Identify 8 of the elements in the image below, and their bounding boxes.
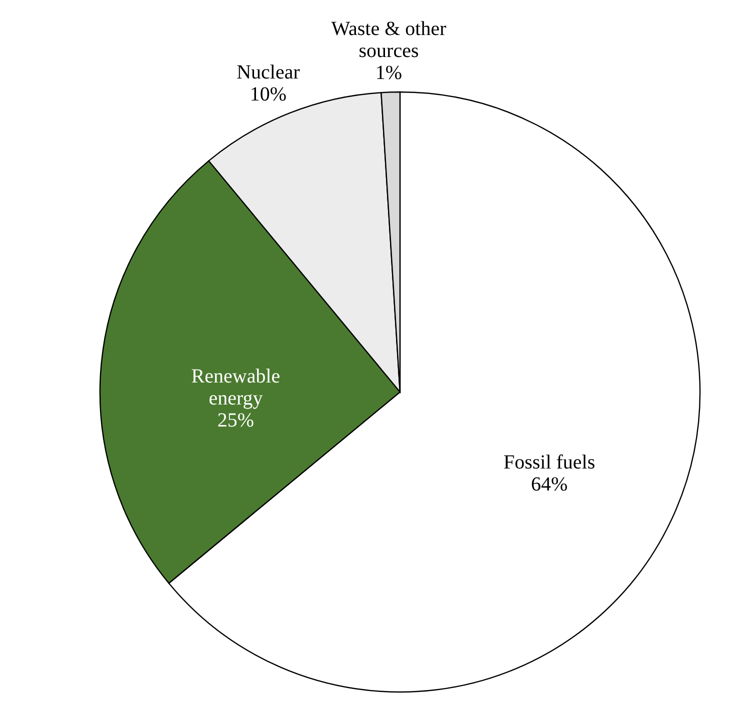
slice-label: Nuclear xyxy=(236,62,300,84)
data-label: 25% xyxy=(217,409,254,432)
slice-label: Renewable energy xyxy=(191,365,280,410)
slice-label: Waste & other sources xyxy=(331,18,447,62)
data-label: 1% xyxy=(375,62,402,84)
data-label: 10% xyxy=(250,84,287,106)
slice-label: Fossil fuels xyxy=(503,451,596,474)
data-label: 64% xyxy=(530,473,568,496)
